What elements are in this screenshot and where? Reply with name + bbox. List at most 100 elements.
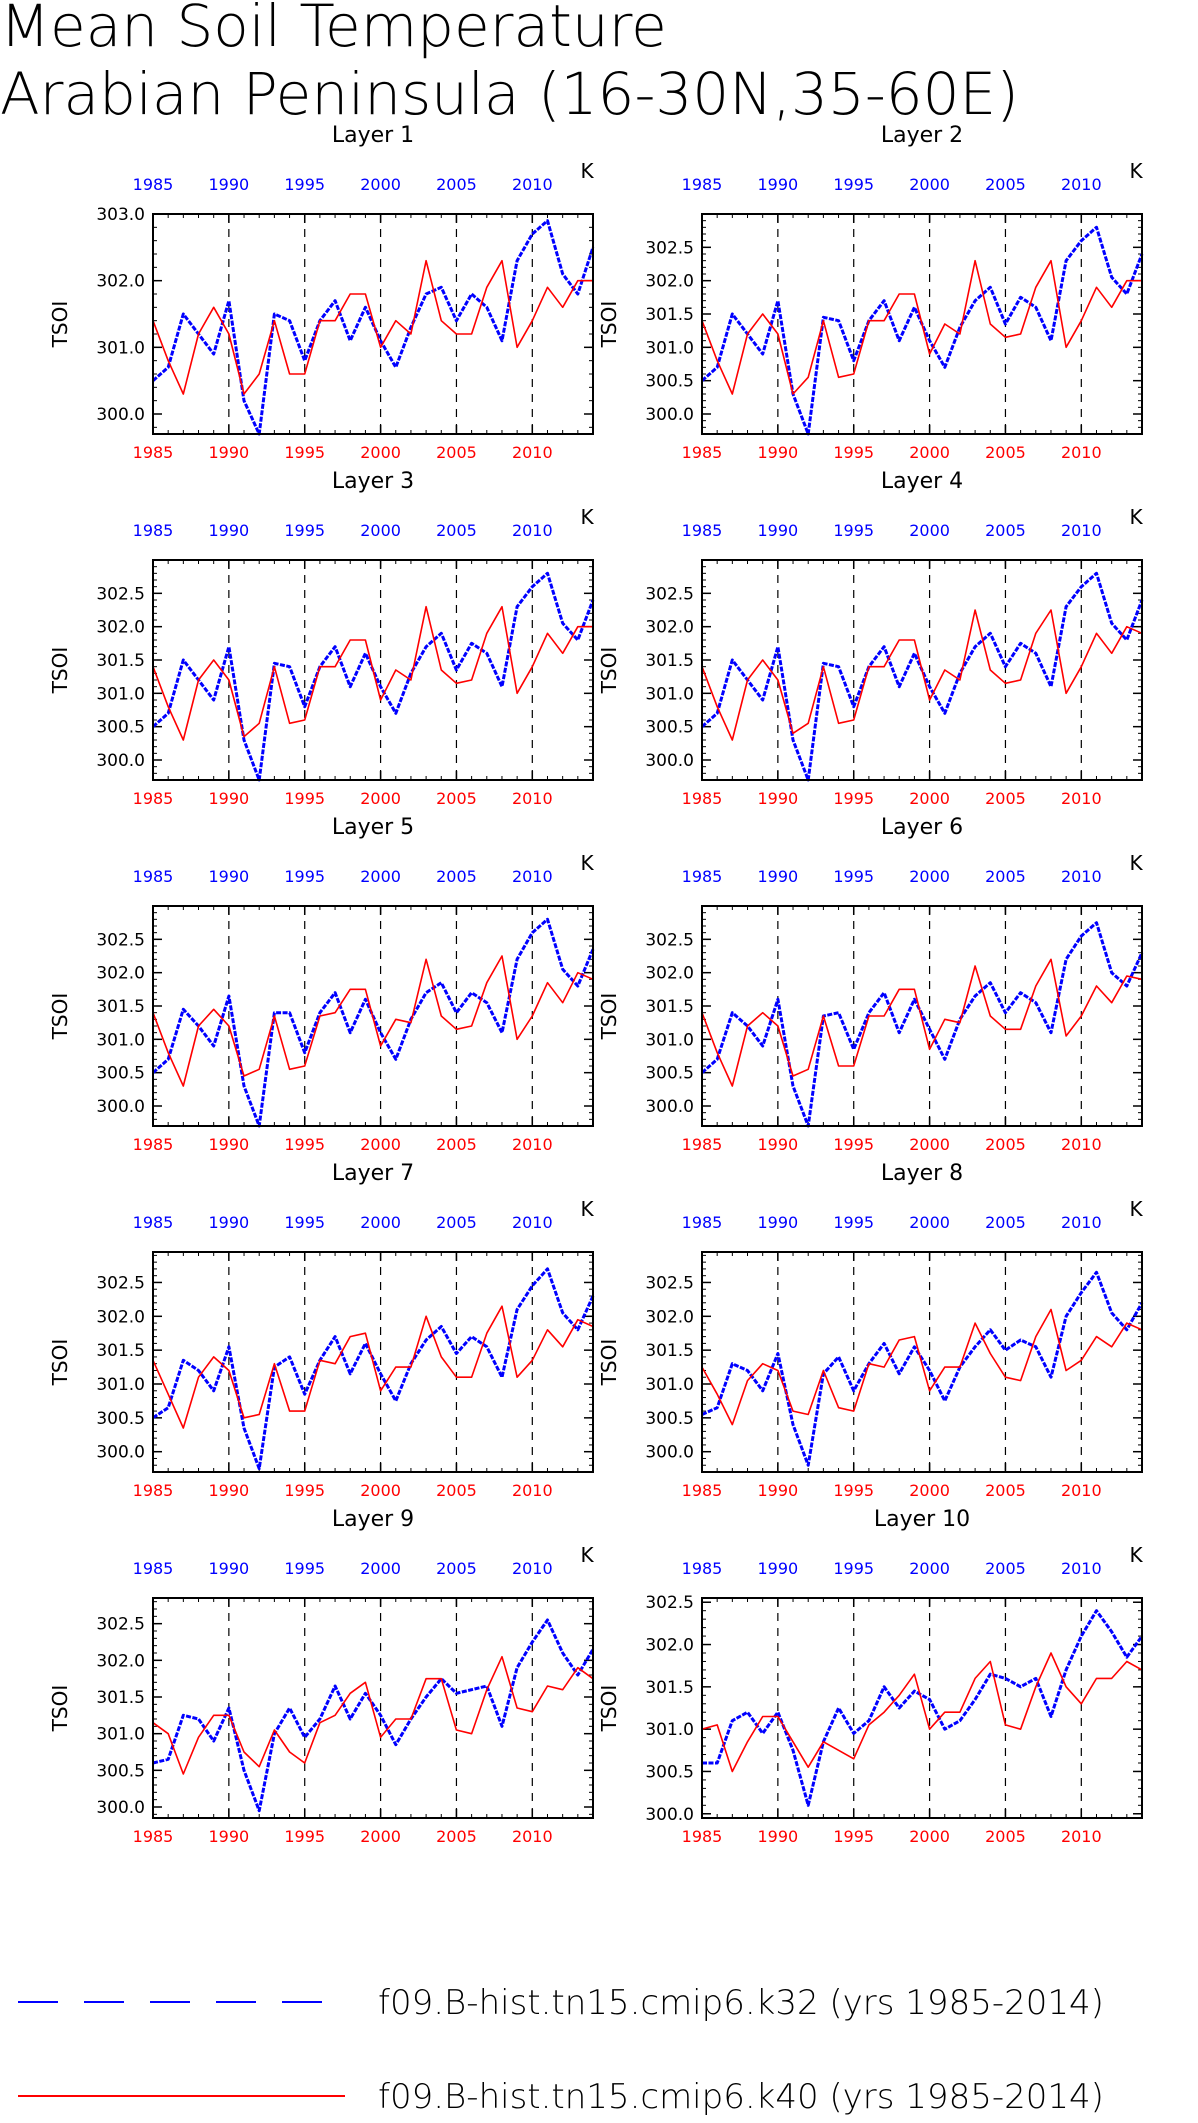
x-tick-label-bottom: 1990 [209, 1481, 250, 1500]
x-tick-label-bottom: 1990 [209, 1827, 250, 1846]
x-tick-label-top: 1985 [682, 867, 723, 886]
y-tick-label: 302.5 [96, 930, 145, 950]
x-tick-label-top: 1990 [209, 1559, 250, 1578]
series-line-k40 [152, 605, 593, 741]
x-tick-label-top: 1985 [133, 175, 174, 194]
y-tick-label: 302.5 [645, 1593, 694, 1613]
series-line-k32 [152, 917, 595, 1128]
x-tick-label-top: 1995 [284, 175, 325, 194]
y-tick-label: 300.5 [96, 1409, 145, 1429]
y-tick-label: 300.5 [645, 1409, 694, 1429]
x-tick-label-bottom: 2010 [512, 789, 553, 808]
panel-title: Layer 5 [332, 815, 414, 840]
y-tick-label: 302.5 [645, 238, 694, 258]
series-line-k40 [701, 259, 1142, 395]
panel-title: Layer 3 [332, 469, 414, 494]
x-tick-label-bottom: 2005 [985, 1827, 1026, 1846]
x-tick-label-bottom: 1985 [133, 789, 174, 808]
units-label: K [1129, 505, 1143, 529]
y-tick-label: 300.0 [645, 751, 694, 771]
x-tick-label-bottom: 1990 [758, 1481, 799, 1500]
x-tick-label-top: 1995 [833, 1559, 874, 1578]
y-tick-label: 301.0 [96, 1725, 145, 1745]
x-tick-label-top: 1985 [682, 1213, 723, 1232]
x-tick-label-bottom: 2005 [985, 1481, 1026, 1500]
x-tick-label-top: 1985 [133, 1559, 174, 1578]
series-line-k40 [701, 609, 1143, 741]
x-tick-label-top: 2010 [1061, 867, 1102, 886]
x-tick-label-bottom: 1985 [682, 443, 723, 462]
x-tick-label-top: 1995 [833, 1213, 874, 1232]
y-tick-label: 300.0 [96, 1097, 145, 1117]
y-tick-label: 300.0 [96, 1443, 145, 1463]
units-label: K [1129, 851, 1143, 875]
x-tick-label-top: 1990 [209, 1213, 250, 1232]
x-tick-label-bottom: 2005 [985, 789, 1026, 808]
x-tick-label-top: 2005 [985, 867, 1026, 886]
x-tick-label-bottom: 1985 [133, 1481, 174, 1500]
y-axis-label: TSOI [48, 993, 72, 1041]
x-tick-label-bottom: 1985 [682, 1135, 723, 1154]
x-tick-label-top: 2000 [360, 1559, 401, 1578]
panels-group: Layer 1 K TSOI 1985 1985 1990 1990 1995 1995 2000… [48, 123, 1143, 1846]
y-tick-label: 300.0 [96, 1798, 145, 1818]
y-tick-label: 300.5 [96, 1064, 145, 1084]
y-tick-label: 300.5 [645, 718, 694, 738]
panel-title: Layer 8 [881, 1161, 963, 1186]
x-tick-label-top: 1995 [284, 867, 325, 886]
plot-frame [701, 1251, 1143, 1473]
x-tick-label-top: 1985 [133, 1213, 174, 1232]
y-tick-label: 301.5 [96, 1688, 145, 1708]
x-tick-label-bottom: 1995 [833, 443, 874, 462]
y-tick-label: 301.5 [96, 997, 145, 1017]
units-label: K [580, 1197, 594, 1221]
x-tick-label-top: 1985 [133, 867, 174, 886]
x-tick-label-bottom: 2010 [512, 443, 553, 462]
panel-layer-8: Layer 8 K TSOI 1985 1985 1990 1990 1995 1995 2000… [597, 1161, 1143, 1500]
x-tick-label-bottom: 1985 [133, 1827, 174, 1846]
x-tick-label-bottom: 1990 [209, 443, 250, 462]
x-tick-label-bottom: 1995 [284, 1135, 325, 1154]
y-axis-label: TSOI [48, 1339, 72, 1387]
y-tick-label: 301.5 [645, 651, 694, 671]
series-line-k40 [701, 958, 1143, 1087]
legend-label-k40: f09.B-hist.tn15.cmip6.k40 (yrs 1985-2014… [378, 2077, 1104, 2117]
x-tick-label-top: 2005 [436, 1213, 477, 1232]
x-tick-label-top: 1995 [284, 1213, 325, 1232]
panel-title: Layer 9 [332, 1507, 414, 1532]
x-tick-label-top: 2005 [436, 1559, 477, 1578]
x-tick-label-top: 2005 [436, 521, 477, 540]
x-tick-label-bottom: 1995 [284, 1481, 325, 1500]
x-tick-label-bottom: 2000 [360, 1481, 401, 1500]
panel-layer-5: Layer 5 K TSOI 1985 1985 1990 1990 1995 1995 2000… [48, 815, 594, 1154]
x-tick-label-bottom: 2010 [1061, 1481, 1102, 1500]
x-tick-label-top: 1990 [758, 521, 799, 540]
units-label: K [1129, 1197, 1143, 1221]
y-tick-label: 302.0 [96, 964, 145, 984]
x-tick-label-bottom: 2000 [909, 443, 950, 462]
x-tick-label-top: 1990 [758, 175, 799, 194]
x-tick-label-bottom: 2010 [1061, 443, 1102, 462]
x-tick-label-bottom: 1990 [758, 1827, 799, 1846]
plot-frame [701, 905, 1143, 1127]
x-tick-label-top: 1990 [209, 867, 250, 886]
y-tick-label: 302.0 [645, 618, 694, 638]
y-tick-label: 301.5 [645, 997, 694, 1017]
y-tick-label: 301.0 [645, 1375, 694, 1395]
y-tick-label: 302.0 [96, 272, 145, 292]
x-tick-label-top: 2010 [1061, 1213, 1102, 1232]
x-tick-label-top: 1985 [682, 521, 723, 540]
x-tick-label-bottom: 2010 [1061, 789, 1102, 808]
y-tick-label: 301.5 [645, 1678, 694, 1698]
x-tick-label-bottom: 1990 [209, 789, 250, 808]
panel-layer-4: Layer 4 K TSOI 1985 1985 1990 1990 1995 1995 2000… [597, 469, 1143, 808]
figure-title-line2: Arabian Peninsula (16-30N,35-60E) [0, 60, 1019, 128]
plot-frame [152, 905, 594, 1127]
series-line-k32 [701, 921, 1144, 1128]
y-tick-label: 301.0 [645, 1030, 694, 1050]
x-tick-label-top: 2000 [360, 175, 401, 194]
x-tick-label-top: 2000 [909, 1213, 950, 1232]
y-tick-label: 300.0 [645, 405, 694, 425]
series-line-k40 [701, 1308, 1143, 1426]
y-tick-label: 300.0 [96, 405, 145, 425]
